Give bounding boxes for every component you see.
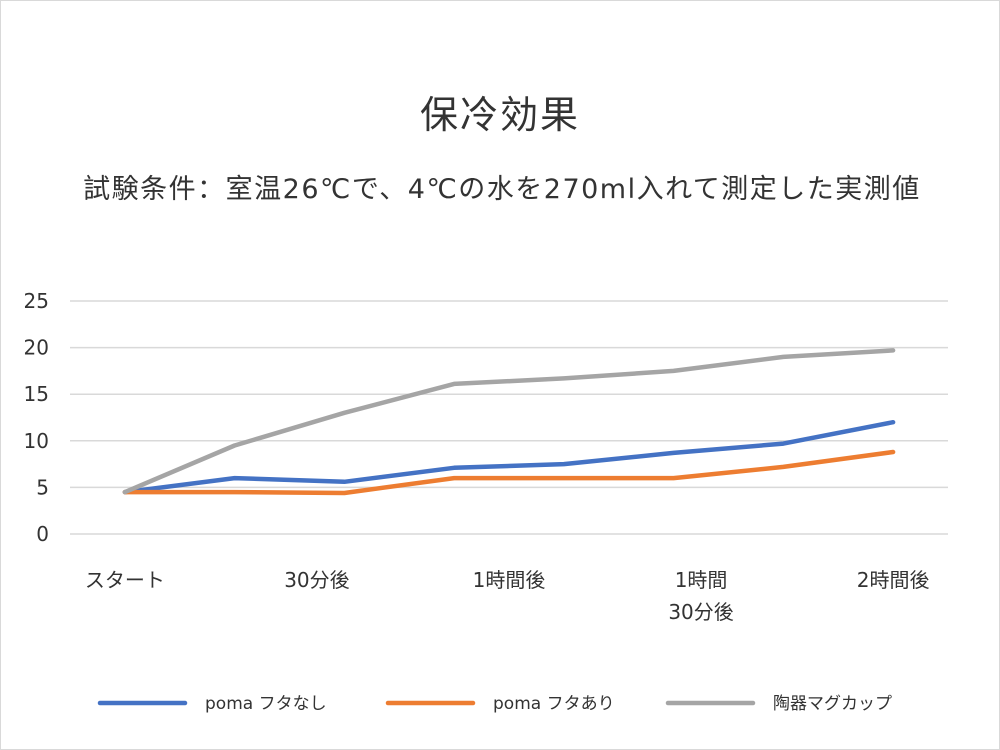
y-tick-label: 0 xyxy=(36,522,49,546)
series-3 xyxy=(122,348,896,495)
chart-subtitle: 試験条件：室温26℃で、4℃の水を270ml入れて測定した実測値 xyxy=(83,174,921,205)
y-tick-label: 20 xyxy=(24,336,49,360)
legend-item: poma フタなし xyxy=(97,694,327,714)
x-tick-label-line: スタート xyxy=(85,568,165,592)
x-tick-label: スタート xyxy=(85,568,165,592)
x-tick-label: 1時間後 xyxy=(473,568,546,592)
chart-title: 保冷効果 xyxy=(420,93,580,137)
x-tick-label: 30分後 xyxy=(284,568,349,592)
y-tick-label: 25 xyxy=(24,289,49,313)
y-axis-tick-labels: 0 5 10 15 20 25 xyxy=(24,289,49,546)
y-tick-label: 5 xyxy=(36,475,49,499)
series-line xyxy=(122,419,896,495)
series-line xyxy=(122,348,896,495)
x-tick-label-line: 1時間後 xyxy=(473,568,546,592)
y-tick-label: 10 xyxy=(24,429,49,453)
x-tick-label: 1時間 30分後 xyxy=(668,568,733,624)
series-lines xyxy=(122,348,896,496)
y-tick-label: 15 xyxy=(24,382,49,406)
legend-item: poma フタあり xyxy=(385,694,615,714)
x-tick-label-line: 30分後 xyxy=(668,600,733,624)
legend: poma フタなし poma フタあり 陶器マグカップ xyxy=(97,694,892,714)
x-tick-label-line: 2時間後 xyxy=(857,568,930,592)
legend-label: poma フタなし xyxy=(205,694,327,714)
x-tick-label: 2時間後 xyxy=(857,568,930,592)
x-axis-tick-labels: スタート 30分後 1時間後 1時間 30分後 2時間後 xyxy=(85,568,930,624)
x-tick-label-line: 30分後 xyxy=(284,568,349,592)
x-tick-label-line: 1時間 xyxy=(675,568,728,592)
legend-item: 陶器マグカップ xyxy=(665,694,892,714)
gridlines xyxy=(70,300,948,535)
series-2 xyxy=(122,449,896,496)
legend-label: poma フタあり xyxy=(493,694,615,714)
series-1 xyxy=(122,419,896,495)
legend-label: 陶器マグカップ xyxy=(773,694,892,714)
series-line xyxy=(122,449,896,496)
